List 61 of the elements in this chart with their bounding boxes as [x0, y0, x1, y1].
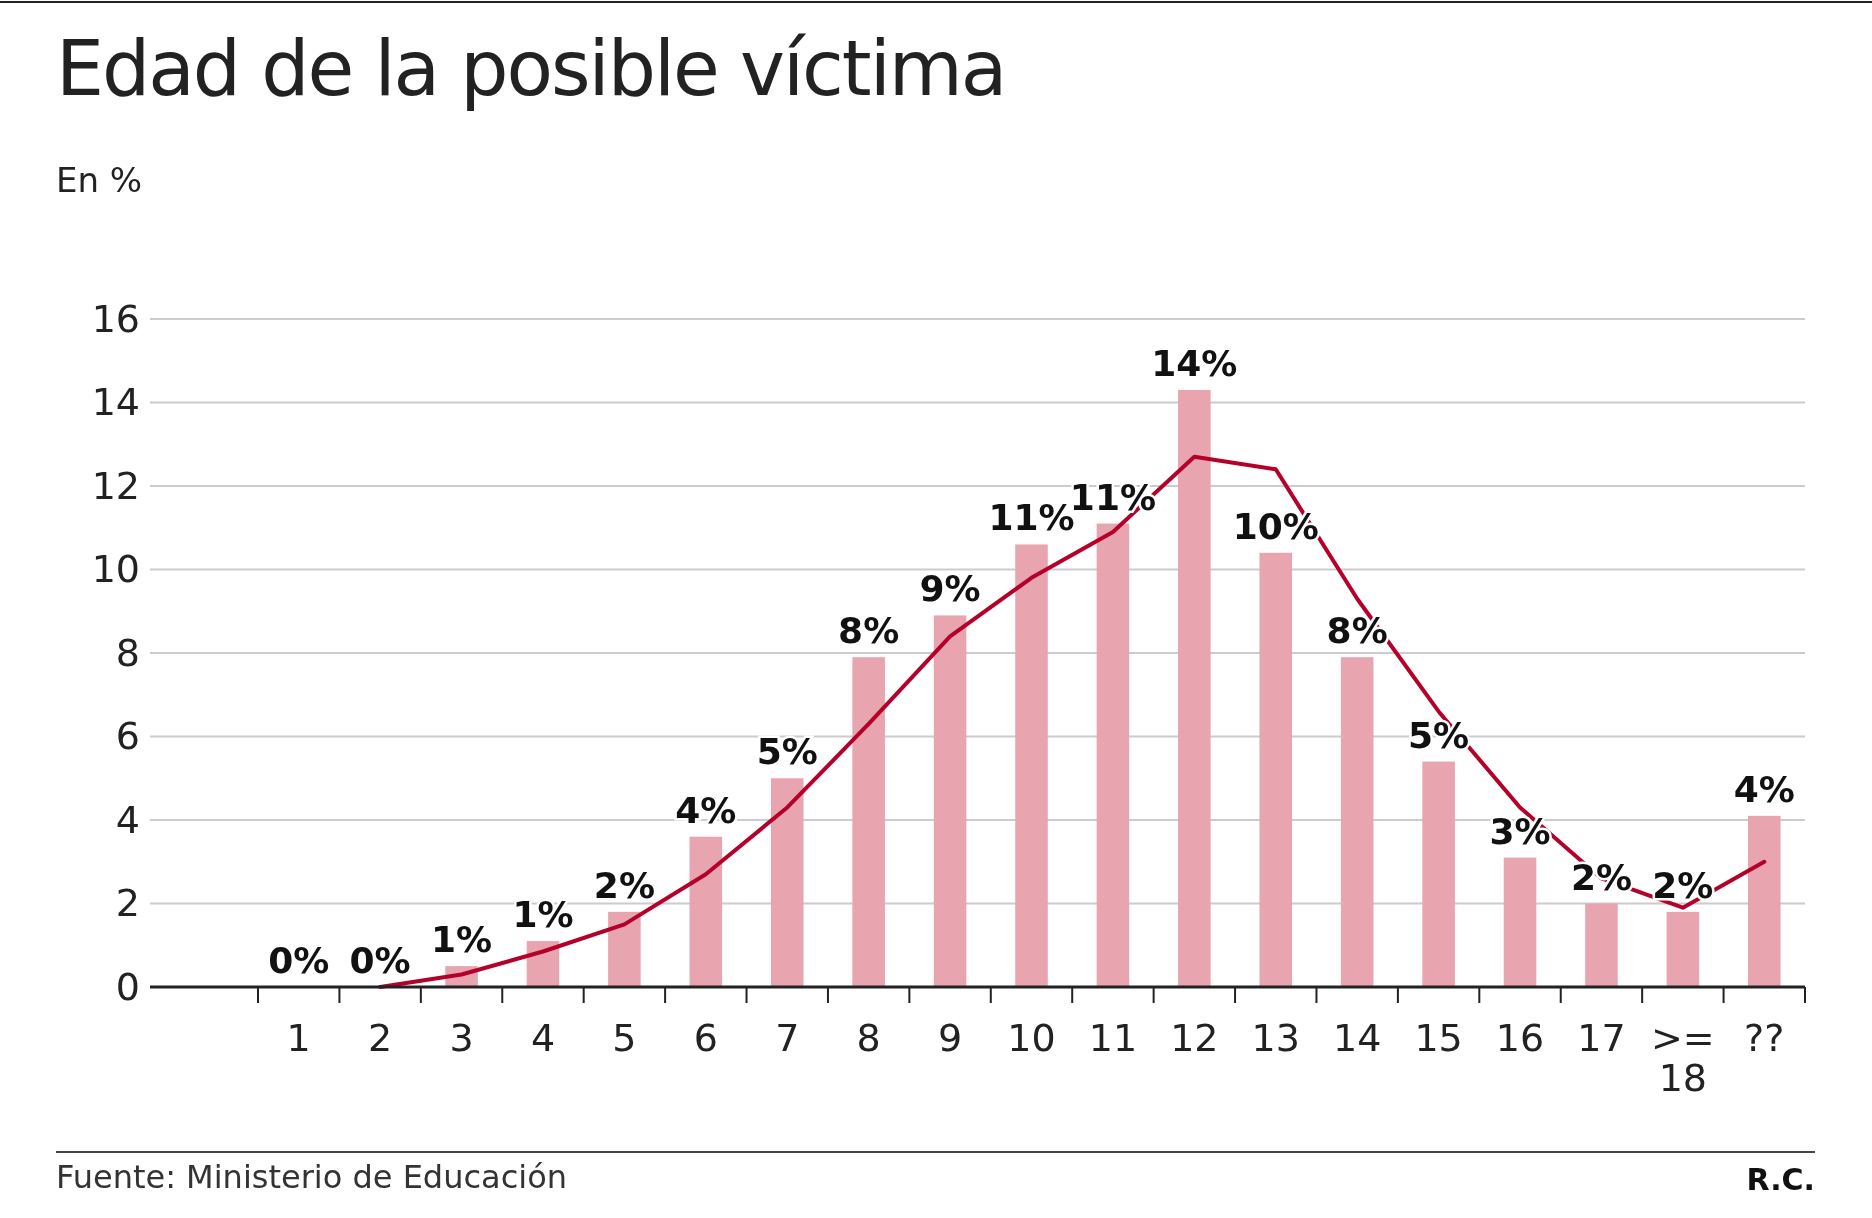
data-label: 3%	[1489, 810, 1551, 852]
x-tick-label: 4	[530, 1016, 556, 1060]
y-tick-label: 8	[115, 630, 140, 675]
x-tick-label: ??	[1744, 1016, 1785, 1060]
x-tick-label: 1	[286, 1016, 311, 1060]
text: R.C.	[1746, 1162, 1815, 1197]
x-tick-label: >= 18	[1651, 1016, 1715, 1100]
data-label: 0%	[349, 940, 411, 981]
data-label: 11%	[988, 497, 1075, 539]
bar	[1585, 903, 1618, 987]
bar	[608, 911, 641, 987]
y-tick-label: 16	[91, 296, 140, 341]
x-tick-label: 8	[856, 1016, 881, 1060]
x-tick-label: 5	[612, 1016, 637, 1060]
x-tick-label: 10	[1007, 1016, 1056, 1060]
source-note: Fuente: Ministerio de Educación	[56, 1158, 567, 1196]
chart-title: Edad de la posible víctima	[56, 24, 1006, 113]
bar	[1096, 523, 1130, 987]
data-label: 14%	[1151, 342, 1238, 384]
bar	[1259, 552, 1293, 987]
bar	[852, 657, 885, 987]
data-label: 2%	[1652, 864, 1714, 906]
data-label: 1%	[430, 919, 493, 961]
x-tick-label: 15	[1414, 1016, 1463, 1060]
data-label: 8%	[838, 610, 900, 652]
data-label: 2%	[593, 864, 655, 906]
y-tick-label: 6	[115, 714, 140, 759]
data-label: 0%	[268, 940, 330, 981]
y-tick-label: 10	[91, 547, 140, 592]
bar	[1748, 815, 1781, 987]
data-label: 1%	[512, 894, 574, 936]
bar	[770, 778, 804, 987]
bar	[1340, 657, 1374, 987]
x-tick-label: 3	[449, 1016, 474, 1060]
x-tick-label: 12	[1170, 1016, 1219, 1060]
x-tick-label: 2	[368, 1016, 393, 1060]
bar	[689, 836, 723, 987]
x-tick-label: 9	[937, 1016, 963, 1060]
y-axis-title: En %	[56, 160, 143, 200]
x-tick-label: 16	[1495, 1016, 1545, 1060]
y-tick-label: 14	[91, 380, 140, 425]
y-tick-label: 2	[115, 881, 140, 926]
data-label: 5%	[756, 731, 818, 773]
x-tick-label: 17	[1577, 1016, 1626, 1060]
bar	[1503, 857, 1537, 987]
bar	[1422, 761, 1455, 987]
y-tick-label: 12	[91, 463, 140, 508]
x-tick-label: 7	[775, 1016, 800, 1060]
bar	[933, 615, 967, 987]
bar	[1666, 911, 1700, 987]
bar	[1178, 389, 1211, 987]
bar	[1015, 544, 1048, 987]
x-tick-label: 6	[693, 1016, 718, 1060]
x-tick-label: 11	[1088, 1016, 1138, 1060]
data-label: 9%	[919, 568, 981, 610]
x-tick-label: 13	[1251, 1016, 1300, 1060]
data-label: 4%	[675, 789, 737, 831]
y-tick-label: 4	[115, 797, 140, 842]
data-label: 4%	[1733, 768, 1795, 810]
x-tick-label: 14	[1333, 1016, 1382, 1060]
y-tick-label: 0	[115, 964, 140, 1009]
